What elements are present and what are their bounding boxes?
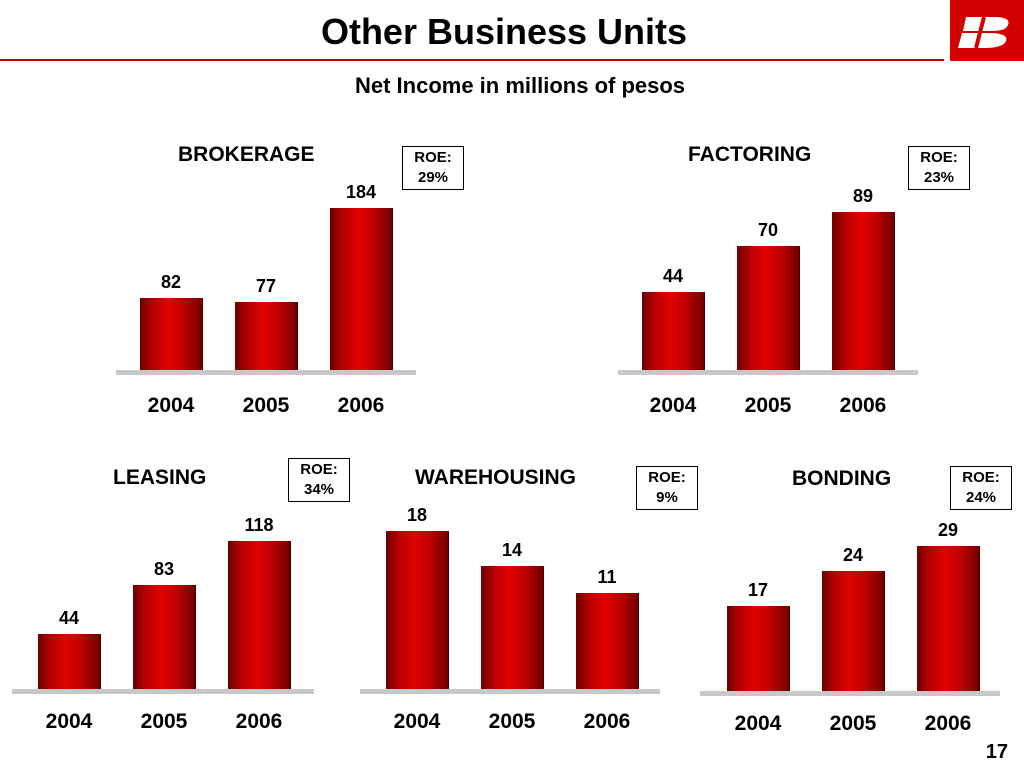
roe-badge: ROE: 23%: [908, 146, 970, 190]
chart-baseline: [700, 691, 1000, 696]
roe-value: 24%: [965, 489, 997, 506]
roe-value: 23%: [923, 169, 955, 186]
value-label: 44: [58, 608, 80, 628]
value-label: 29: [937, 520, 959, 540]
chart-title: FACTORING: [688, 143, 812, 166]
category-label: 2005: [242, 394, 290, 417]
roe-label: ROE:: [920, 149, 958, 166]
chart-baseline: [12, 689, 314, 694]
category-label: 2006: [337, 394, 385, 417]
category-label: 2004: [734, 712, 782, 735]
bar-2004: [38, 634, 100, 689]
bar-2006: [832, 212, 894, 370]
roe-value: 34%: [303, 481, 335, 498]
category-label: 2006: [839, 394, 887, 417]
bar-2004: [727, 606, 789, 691]
roe-badge: ROE: 9%: [636, 466, 698, 510]
roe-badge: ROE: 29%: [402, 146, 464, 190]
category-label: 2005: [140, 710, 188, 733]
header-divider: [0, 59, 944, 61]
page-number: 17: [985, 741, 1008, 763]
category-label: 2006: [583, 710, 631, 733]
bar-2006: [330, 208, 392, 370]
bar-2006: [228, 541, 290, 689]
bar-2004: [140, 298, 202, 370]
category-label: 2004: [649, 394, 697, 417]
value-label: 118: [244, 515, 274, 535]
value-label: 82: [160, 272, 182, 292]
value-label: 17: [747, 580, 769, 600]
value-label: 77: [255, 276, 277, 296]
value-label: 184: [345, 182, 377, 202]
value-label: 14: [501, 540, 523, 560]
bar-2005: [822, 571, 884, 691]
chart-baseline: [618, 370, 918, 375]
chart-title: BONDING: [792, 467, 892, 490]
roe-label: ROE:: [414, 149, 452, 166]
bar-2005: [235, 302, 297, 370]
roe-label: ROE:: [962, 469, 1000, 486]
category-label: 2004: [393, 710, 441, 733]
bar-2004: [642, 292, 704, 370]
bar-2005: [133, 585, 195, 689]
chart-title: BROKERAGE: [178, 143, 315, 166]
value-label: 18: [406, 505, 428, 525]
bar-2005: [481, 566, 543, 689]
roe-label: ROE:: [648, 469, 686, 486]
roe-badge: ROE: 34%: [288, 458, 350, 502]
value-label: 24: [842, 545, 864, 565]
roe-value: 29%: [417, 169, 449, 186]
category-label: 2006: [235, 710, 283, 733]
chart-title: LEASING: [113, 466, 207, 489]
chart-title: WAREHOUSING: [415, 466, 577, 489]
page-title: Other Business Units: [320, 11, 688, 52]
value-label: 83: [153, 559, 175, 579]
bar-2004: [386, 531, 448, 689]
page-subtitle: Net Income in millions of pesos: [354, 73, 686, 98]
category-label: 2005: [488, 710, 536, 733]
bank-logo-icon: [950, 0, 1024, 61]
value-label: 11: [597, 567, 617, 587]
value-label: 44: [662, 266, 684, 286]
category-label: 2004: [147, 394, 195, 417]
category-label: 2005: [829, 712, 877, 735]
value-label: 70: [757, 220, 779, 240]
bar-2006: [917, 546, 979, 691]
category-label: 2006: [924, 712, 972, 735]
bar-2005: [737, 246, 799, 370]
chart-baseline: [116, 370, 416, 375]
roe-value: 9%: [656, 489, 678, 506]
chart-baseline: [360, 689, 660, 694]
category-label: 2004: [45, 710, 93, 733]
roe-label: ROE:: [300, 461, 338, 478]
value-label: 89: [852, 186, 874, 206]
roe-badge: ROE: 24%: [950, 466, 1012, 510]
bar-2006: [576, 593, 638, 689]
category-label: 2005: [744, 394, 792, 417]
